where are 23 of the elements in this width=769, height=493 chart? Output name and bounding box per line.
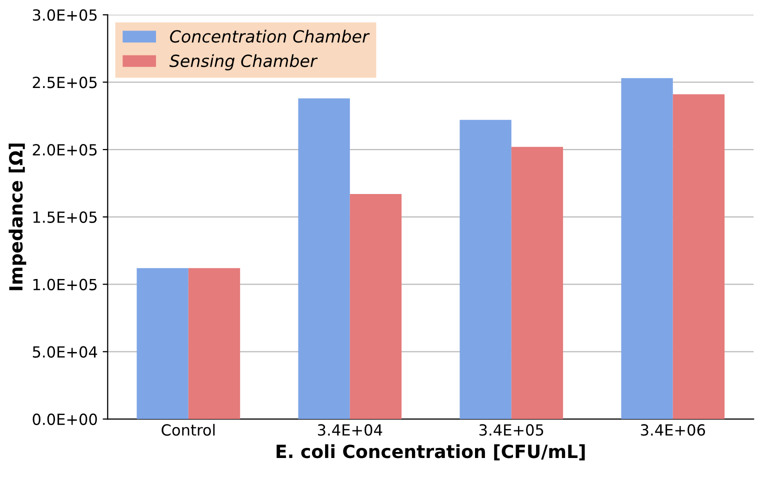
- bar: [298, 98, 350, 420]
- y-axis-title: Impedance [Ω]: [8, 144, 26, 290]
- bar: [350, 194, 402, 420]
- y-tick-label: 2.5E+05: [32, 76, 97, 88]
- bar: [460, 120, 512, 420]
- bar: [672, 94, 725, 420]
- x-axis-title: E. coli Concentration [CFU/mL]: [276, 444, 585, 460]
- y-tick-label: 1.5E+05: [33, 211, 97, 223]
- bar: [621, 78, 673, 420]
- bar: [511, 146, 564, 420]
- x-tick-label: 3.4E+06: [640, 424, 706, 436]
- bar: [136, 268, 188, 420]
- bar: [188, 268, 240, 420]
- y-tick-label: 0.0E+00: [32, 414, 97, 426]
- y-tick-label: 1.0E+05: [33, 278, 97, 290]
- x-tick-label: 3.4E+05: [479, 424, 544, 436]
- legend-label: Concentration Chamber: [170, 30, 370, 43]
- x-tick-label: 3.4E+04: [318, 424, 382, 436]
- y-tick-label: 2.0E+05: [32, 144, 97, 156]
- y-tick-label: 5.0E+04: [32, 346, 98, 358]
- legend-label: Sensing Chamber: [169, 54, 318, 70]
- x-tick-label: Control: [162, 424, 215, 436]
- y-tick-label: 3.0E+05: [32, 9, 97, 21]
